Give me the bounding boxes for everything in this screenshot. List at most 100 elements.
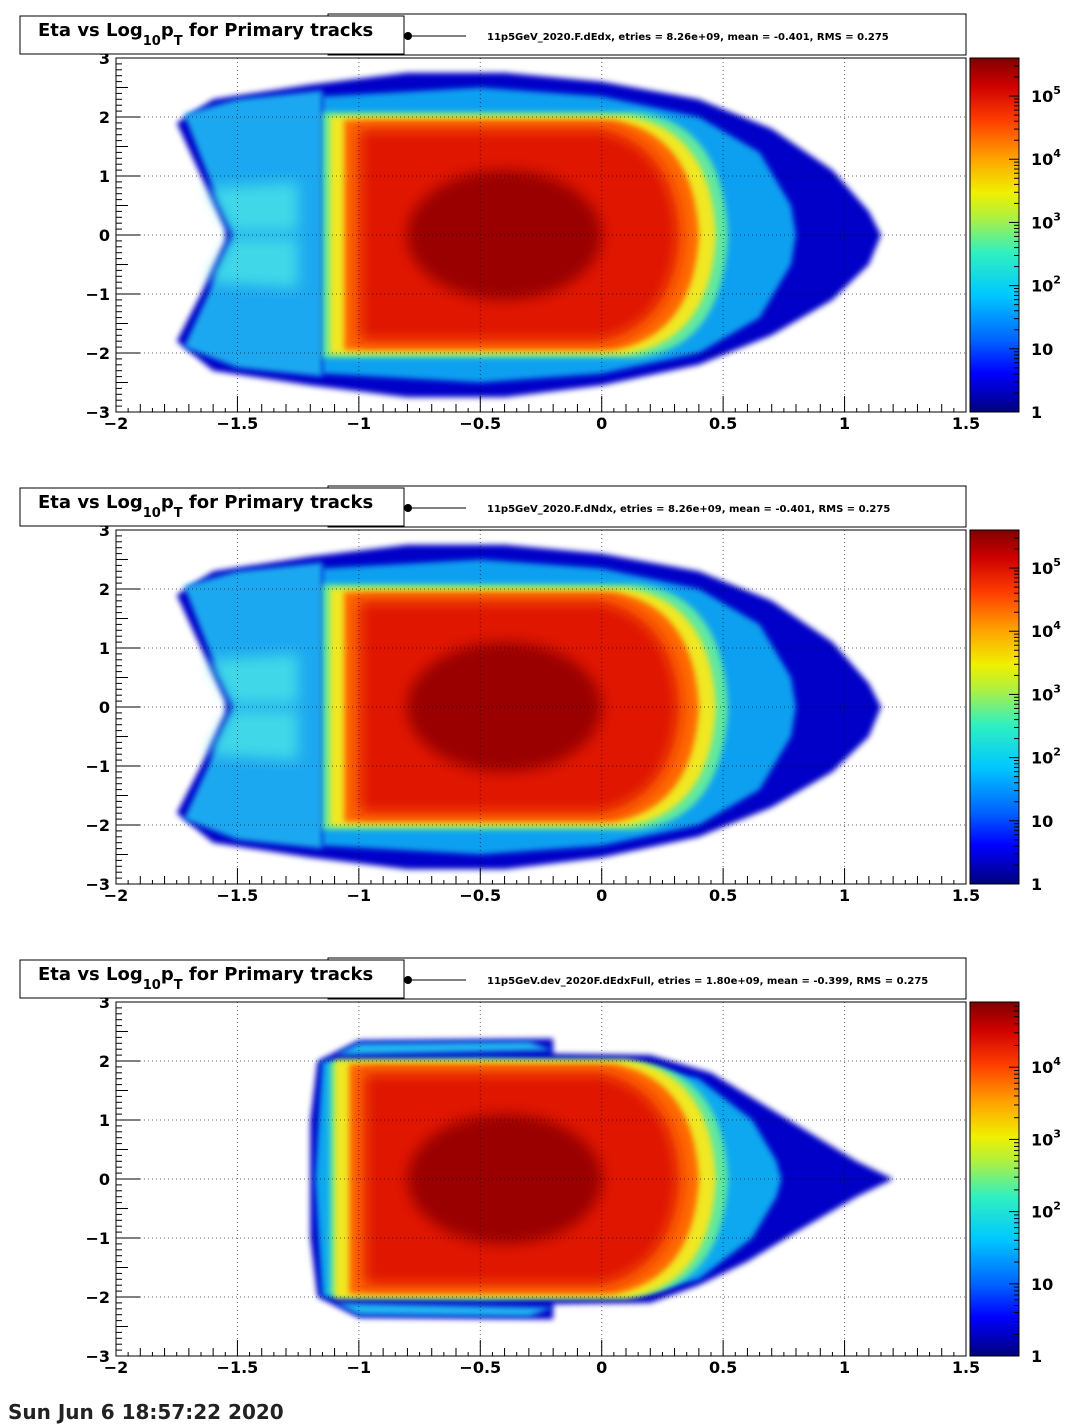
colorbar-label: 1: [1031, 1347, 1042, 1366]
y-tick-label: 0: [99, 226, 110, 245]
y-tick-label: 3: [99, 521, 110, 540]
y-tick-label: −2: [85, 816, 110, 835]
x-tick-label: −0.5: [459, 1358, 501, 1377]
legend-box: 11p5GeV.dev_2020F.dEdxFull, etries = 1.8…: [327, 957, 967, 1000]
x-tick-label: 0.5: [709, 886, 737, 905]
density-upper-band: [329, 1041, 554, 1058]
legend-marker: [404, 504, 412, 512]
y-tick-label: −3: [85, 1347, 110, 1366]
colorbar-label: 103: [1031, 1127, 1061, 1149]
x-tick-label: 0.5: [709, 1358, 737, 1377]
x-tick-label: 0: [596, 1358, 607, 1377]
x-tick-label: −1.5: [217, 414, 259, 433]
y-tick-label: 1: [99, 167, 110, 186]
colorbar-label: 102: [1031, 274, 1061, 296]
colorbar-gradient: [969, 57, 1020, 413]
heatmap-body: [310, 1038, 894, 1320]
colorbar: 1 10 102 103 104 105: [969, 529, 1061, 894]
y-tick-label: −1: [85, 285, 110, 304]
y-tick-label: −2: [85, 1288, 110, 1307]
x-tick-label: 1: [839, 1358, 850, 1377]
x-tick-label: −2: [104, 1358, 129, 1377]
x-tick-label: −2: [104, 414, 129, 433]
density-wing-lower-band: [208, 237, 299, 289]
grid: [116, 1002, 966, 1356]
y-tick-label: 0: [99, 1170, 110, 1189]
title-box: Eta vs Log10pT for Primary tracks: [19, 487, 405, 527]
colorbar-label: 1: [1031, 403, 1042, 422]
colorbar-label: 10: [1031, 812, 1053, 831]
x-tick-label: −0.5: [459, 414, 501, 433]
chart-title: Eta vs Log10pT for Primary tracks: [38, 964, 373, 993]
panel-2: −2 −1.5 −1 −0.5 0 0.5 1 1.5−3−2−101231101021031…: [19, 485, 1061, 905]
y-tick-label: −3: [85, 403, 110, 422]
x-tick-label: 1.5: [952, 886, 980, 905]
colorbar-gradient: [969, 1001, 1020, 1357]
timestamp-footer: Sun Jun 6 18:57:22 2020: [8, 1400, 284, 1424]
x-tick-label: 1: [839, 414, 850, 433]
y-tick-label: 2: [99, 1052, 110, 1071]
y-tick-label: −2: [85, 344, 110, 363]
ticks: [115, 529, 967, 885]
y-tick-label: 1: [99, 1111, 110, 1130]
colorbar-label: 102: [1031, 1200, 1061, 1222]
x-tick-label: 1: [839, 886, 850, 905]
y-tick-label: 2: [99, 580, 110, 599]
colorbar-label: 105: [1031, 84, 1061, 106]
legend-box: 11p5GeV_2020.F.dNdx, etries = 8.26e+09, …: [327, 485, 967, 528]
legend-marker: [404, 32, 412, 40]
panel-1: −2 −1.5 −1 −0.5 0 0.5 1 1.5−3−2−101231101021031…: [19, 13, 1061, 433]
density-wing: [184, 562, 323, 849]
x-tick-label: 1.5: [952, 414, 980, 433]
colorbar-label: 104: [1031, 147, 1061, 169]
legend-box: 11p5GeV_2020.F.dEdx, etries = 8.26e+09, …: [327, 13, 967, 56]
x-tick-label: 0.5: [709, 414, 737, 433]
colorbar-label: 105: [1031, 556, 1061, 578]
x-tick-label: −1: [347, 1358, 372, 1377]
density-wing-upper-band: [208, 181, 299, 233]
colorbar-label: 104: [1031, 619, 1061, 641]
legend-entry: 11p5GeV_2020.F.dEdx, etries = 8.26e+09, …: [487, 32, 889, 43]
x-tick-label: −1: [347, 414, 372, 433]
y-tick-label: 2: [99, 108, 110, 127]
density-wing-lower-band: [208, 710, 299, 761]
x-tick-label: 0: [596, 414, 607, 433]
x-tick-label: −1: [347, 886, 372, 905]
panel-3: −2 −1.5 −1 −0.5 0 0.5 1 1.5−3−2−101231101021031…: [19, 957, 1061, 1377]
colorbar-label: 10: [1031, 340, 1053, 359]
colorbar: 1 10 102 103 104 105: [969, 57, 1061, 422]
y-tick-label: 0: [99, 698, 110, 717]
density-wing-upper-band: [208, 653, 299, 704]
colorbar-label: 10: [1031, 1275, 1053, 1294]
y-tick-label: 3: [99, 993, 110, 1012]
colorbar-label: 1: [1031, 875, 1042, 894]
chart-title: Eta vs Log10pT for Primary tracks: [38, 492, 373, 521]
legend-marker: [404, 976, 412, 984]
heatmap-body: [176, 72, 881, 398]
legend-entry: 11p5GeV_2020.F.dNdx, etries = 8.26e+09, …: [487, 504, 890, 515]
x-tick-label: −0.5: [459, 886, 501, 905]
grid: [116, 58, 966, 412]
y-tick-label: −1: [85, 1229, 110, 1248]
y-tick-label: −1: [85, 757, 110, 776]
colorbar: 1 10 102 103 104: [969, 1001, 1061, 1366]
x-tick-label: 0: [596, 886, 607, 905]
grid: [116, 530, 966, 884]
colorbar-label: 103: [1031, 210, 1061, 232]
colorbar-label: 102: [1031, 746, 1061, 768]
chart-title: Eta vs Log10pT for Primary tracks: [38, 20, 373, 49]
x-tick-label: −1.5: [217, 1358, 259, 1377]
x-tick-label: 1.5: [952, 1358, 980, 1377]
ticks: [115, 1001, 967, 1357]
x-tick-label: −1.5: [217, 886, 259, 905]
title-box: Eta vs Log10pT for Primary tracks: [19, 959, 405, 999]
y-tick-label: 1: [99, 639, 110, 658]
density-lower-band: [329, 1300, 554, 1317]
title-box: Eta vs Log10pT for Primary tracks: [19, 15, 405, 55]
colorbar-label: 103: [1031, 682, 1061, 704]
y-tick-label: 3: [99, 49, 110, 68]
y-tick-label: −3: [85, 875, 110, 894]
legend-entry: 11p5GeV.dev_2020F.dEdxFull, etries = 1.8…: [487, 976, 928, 987]
x-tick-label: −2: [104, 886, 129, 905]
